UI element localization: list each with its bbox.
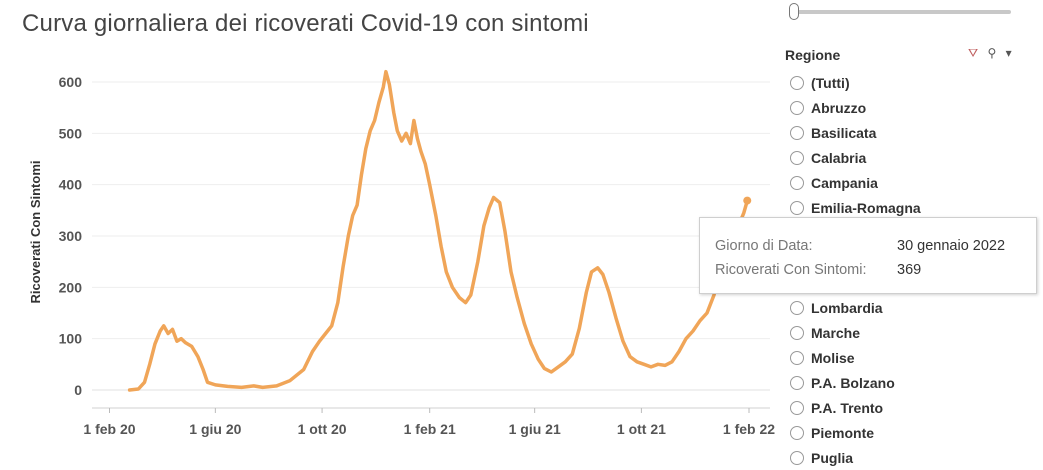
radio-button[interactable] [790, 400, 804, 415]
clear-filter-icon[interactable]: ⛛ [968, 46, 979, 60]
search-icon[interactable]: ⚲ [987, 46, 997, 60]
filter-item-label: Calabria [811, 149, 867, 166]
filter-item-label: (Tutti) [811, 74, 850, 91]
filter-item[interactable]: Piemonte [790, 420, 921, 445]
x-tick-label: 1 giu 21 [509, 421, 561, 437]
series-line[interactable] [127, 69, 750, 392]
filter-item[interactable]: Puglia [790, 445, 921, 470]
radio-button[interactable] [790, 450, 804, 465]
filter-item[interactable]: P.A. Trento [790, 395, 921, 420]
chart-title: Curva giornaliera dei ricoverati Covid-1… [22, 10, 589, 37]
filter-item-label: Lombardia [811, 299, 883, 316]
highlighted-point[interactable] [743, 196, 752, 205]
radio-button[interactable] [790, 175, 804, 190]
radio-button[interactable] [790, 125, 804, 140]
y-tick-label: 400 [59, 177, 83, 193]
dropdown-arrow-icon[interactable]: ▾ [1005, 46, 1012, 60]
filter-item-label: Molise [811, 349, 855, 366]
filter-item-label: Piemonte [811, 424, 875, 441]
tooltip-value-value: 369 [897, 262, 922, 278]
filter-item[interactable]: Campania [790, 170, 921, 195]
radio-button[interactable] [790, 150, 804, 165]
line-chart[interactable]: 0 100 200 300 400 500 600 1 feb 20 1 giu 20 1 ot… [0, 0, 780, 467]
filter-title: Regione [785, 47, 841, 63]
filter-item[interactable]: Emilia-Romagna [790, 195, 921, 220]
filter-item-label: Campania [811, 174, 878, 191]
radio-button[interactable] [790, 425, 804, 440]
x-tick-label: 1 ott 21 [617, 421, 666, 437]
y-tick-label: 0 [74, 382, 82, 398]
radio-button[interactable] [790, 350, 804, 365]
filter-item-label: Marche [811, 324, 861, 341]
x-tick-label: 1 giu 20 [189, 421, 241, 437]
filter-item[interactable]: Abruzzo [790, 95, 921, 120]
region-filter-list: (Tutti) Abruzzo Basilicata Calabria Campania… [790, 70, 921, 470]
tooltip-date-key: Giorno di Data: [715, 238, 813, 254]
y-axis: 0 100 200 300 400 500 600 [59, 74, 83, 398]
radio-button[interactable] [790, 200, 804, 215]
tooltip-row-date: Giorno di Data: 30 gennaio 2022 [715, 238, 1005, 254]
radio-button[interactable] [790, 300, 804, 315]
filter-item-label: Basilicata [811, 124, 877, 141]
tooltip: Giorno di Data: 30 gennaio 2022 Ricoverat… [699, 217, 1037, 294]
y-tick-label: 500 [59, 125, 83, 141]
filter-tools: ⛛ ⚲ ▾ [968, 46, 1018, 61]
y-axis-label: Ricoverati Con Sintomi [28, 160, 43, 303]
filter-item-label: P.A. Trento [811, 399, 884, 416]
x-tick-label: 1 feb 21 [404, 421, 456, 437]
x-tick-label: 1 feb 20 [83, 421, 135, 437]
gridlines [92, 81, 770, 391]
radio-button[interactable] [790, 100, 804, 115]
filter-item[interactable]: Marche [790, 320, 921, 345]
filter-item[interactable]: Basilicata [790, 120, 921, 145]
date-range-slider-track[interactable] [797, 10, 1011, 14]
radio-button[interactable] [790, 75, 804, 90]
filter-item[interactable]: Molise [790, 345, 921, 370]
radio-button[interactable] [790, 375, 804, 390]
filter-item[interactable]: Lombardia [790, 295, 921, 320]
filter-item-label: Abruzzo [811, 99, 867, 116]
y-tick-label: 300 [59, 228, 83, 244]
tooltip-value-key: Ricoverati Con Sintomi: [715, 262, 867, 278]
series-lines[interactable] [127, 69, 752, 392]
y-tick-label: 600 [59, 74, 83, 90]
filter-item[interactable]: P.A. Bolzano [790, 370, 921, 395]
filter-item-label: P.A. Bolzano [811, 374, 895, 391]
tooltip-row-value: Ricoverati Con Sintomi: 369 [715, 262, 921, 278]
y-tick-label: 100 [59, 331, 83, 347]
x-axis: 1 feb 20 1 giu 20 1 ott 20 1 feb 21 1 giu 21… [83, 407, 775, 437]
filter-item[interactable]: (Tutti) [790, 70, 921, 95]
filter-item-label: Puglia [811, 449, 854, 466]
y-tick-label: 200 [59, 279, 83, 295]
x-tick-label: 1 ott 20 [298, 421, 347, 437]
tooltip-date-value: 30 gennaio 2022 [897, 238, 1006, 254]
x-tick-label: 1 feb 22 [723, 421, 775, 437]
radio-button[interactable] [790, 325, 804, 340]
date-range-slider-handle[interactable] [789, 3, 799, 20]
filter-item[interactable]: Calabria [790, 145, 921, 170]
filter-item-label: Emilia-Romagna [811, 199, 921, 216]
